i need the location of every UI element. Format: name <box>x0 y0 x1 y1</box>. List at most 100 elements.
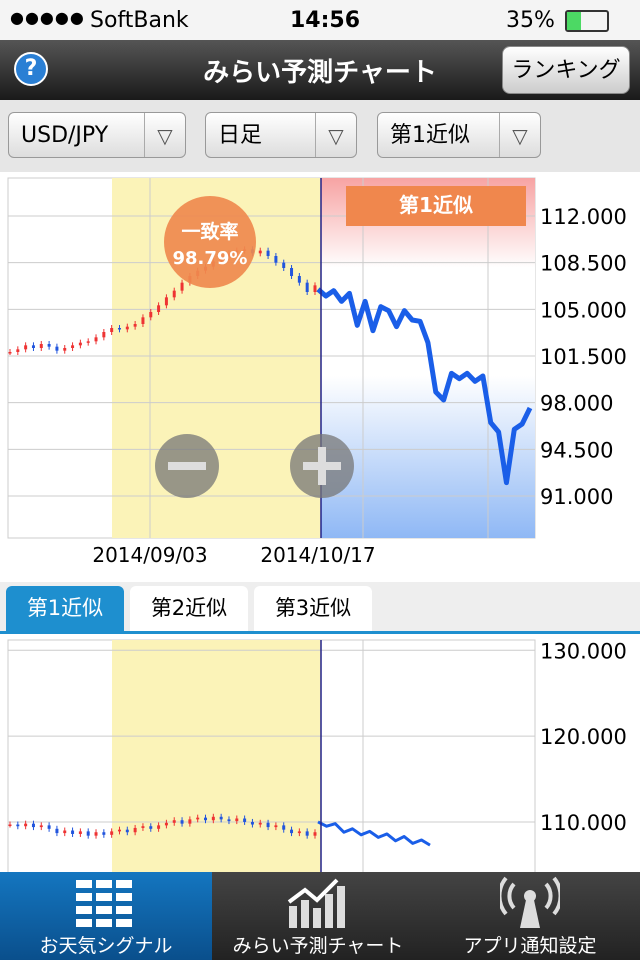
candle <box>164 822 168 826</box>
candle <box>180 820 184 824</box>
candle <box>164 297 168 306</box>
main-chart: 第1近似 一致率 98.79% 2014/09/03 2014/10/17 11… <box>7 177 627 567</box>
candle <box>149 312 153 318</box>
candle <box>297 831 301 834</box>
time: 14:56 <box>290 8 361 33</box>
tab-bar: お天気シグナル みらい予測チャート アプリ通知設定 <box>0 872 640 960</box>
candle <box>55 346 59 351</box>
candle <box>8 824 12 827</box>
zoom-out[interactable] <box>155 434 219 498</box>
candle <box>47 344 51 347</box>
candle <box>258 250 262 254</box>
approx-selector[interactable]: 第1近似 ▽ <box>377 112 541 158</box>
help-button[interactable]: ? <box>14 52 48 86</box>
badge <box>164 196 256 288</box>
tab[interactable]: 第2近似 <box>130 586 248 631</box>
tab-notify[interactable]: アプリ通知設定 <box>424 872 636 960</box>
selector-text: USD/JPY <box>21 123 109 148</box>
tab-label: お天気シグナル <box>39 935 173 957</box>
candle <box>125 326 129 330</box>
tab-weather[interactable]: お天気シグナル <box>0 872 212 960</box>
candle <box>31 823 35 828</box>
candle <box>78 342 82 346</box>
candle <box>282 825 286 830</box>
arrow: ▽ <box>499 113 540 157</box>
candle <box>290 829 294 834</box>
y-tick-label: 112.000 <box>540 205 627 229</box>
pair-selector[interactable]: USD/JPY ▽ <box>8 112 186 158</box>
candle <box>110 328 114 332</box>
data-group <box>8 813 431 847</box>
candle <box>188 819 192 824</box>
candle <box>86 831 90 836</box>
y-tick-label: 91.000 <box>540 485 613 509</box>
candle <box>117 829 121 832</box>
candle <box>219 816 223 820</box>
candle <box>274 256 278 263</box>
candle <box>102 832 106 835</box>
candle <box>305 831 309 836</box>
battery-text: 35% <box>506 8 555 33</box>
y-tick-label: 94.500 <box>540 438 613 462</box>
approx-tabs: 第1近似 第2近似 第3近似 <box>0 582 640 634</box>
badge-value: 98.79% <box>173 248 248 269</box>
candle <box>250 821 254 825</box>
candle <box>149 826 153 829</box>
selector-bar: USD/JPY ▽ 日足 ▽ 第1近似 ▽ <box>0 100 640 172</box>
forecast-label: 第1近似 <box>399 193 473 217</box>
selector-text: 日足 <box>218 123 263 148</box>
candle <box>24 345 28 350</box>
tab-label: アプリ通知設定 <box>463 935 597 957</box>
candle <box>55 828 59 834</box>
candle <box>102 332 106 338</box>
y-tick-label: 108.500 <box>540 252 627 276</box>
candle <box>63 830 67 834</box>
candle <box>313 832 317 836</box>
candle <box>63 348 67 351</box>
forecast-label-box <box>346 186 526 226</box>
candle <box>305 282 309 292</box>
candle <box>297 276 301 283</box>
y-tick-label: 130.000 <box>540 639 627 663</box>
carrier: SoftBank <box>90 8 189 33</box>
period-selector[interactable]: 日足 ▽ <box>205 112 357 158</box>
candle <box>24 823 28 827</box>
signal: ●●●●● <box>10 8 85 27</box>
candle <box>125 829 129 833</box>
ranking-button[interactable]: ランキング <box>502 46 630 94</box>
selector-text: 第1近似 <box>390 123 470 148</box>
icon-grid <box>76 880 132 927</box>
y-tick-label: 110.000 <box>540 811 627 835</box>
tab-active[interactable]: 第1近似 <box>6 586 124 631</box>
candle <box>196 817 200 820</box>
v-grid <box>149 178 489 538</box>
y-tick-label: 98.000 <box>540 392 613 416</box>
candle <box>204 817 208 821</box>
candle <box>266 822 270 828</box>
candle <box>39 825 43 828</box>
candle <box>78 831 82 834</box>
candle <box>235 818 239 822</box>
sub-chart: 130.000 120.000 110.000 <box>7 639 627 872</box>
tab-forecast[interactable]: みらい予測チャート <box>212 872 424 960</box>
grid-group <box>8 649 535 823</box>
candle <box>282 262 286 268</box>
zoom-in[interactable] <box>290 434 354 498</box>
nav-bar: ? みらい予測チャート ランキング <box>0 40 640 100</box>
candle <box>16 349 20 352</box>
arrow: ▽ <box>144 113 185 157</box>
candle <box>227 819 231 822</box>
tab-label: みらい予測チャート <box>232 935 404 957</box>
candle <box>243 818 247 822</box>
candle <box>133 827 137 833</box>
tab[interactable]: 第3近似 <box>254 586 372 631</box>
y-tick-label: 120.000 <box>540 725 627 749</box>
candle <box>266 250 270 256</box>
candle <box>94 832 98 836</box>
forecast-line <box>317 820 431 847</box>
candle <box>258 822 262 825</box>
nav-title: みらい予測チャート <box>203 58 437 88</box>
icon-chart <box>287 878 345 928</box>
